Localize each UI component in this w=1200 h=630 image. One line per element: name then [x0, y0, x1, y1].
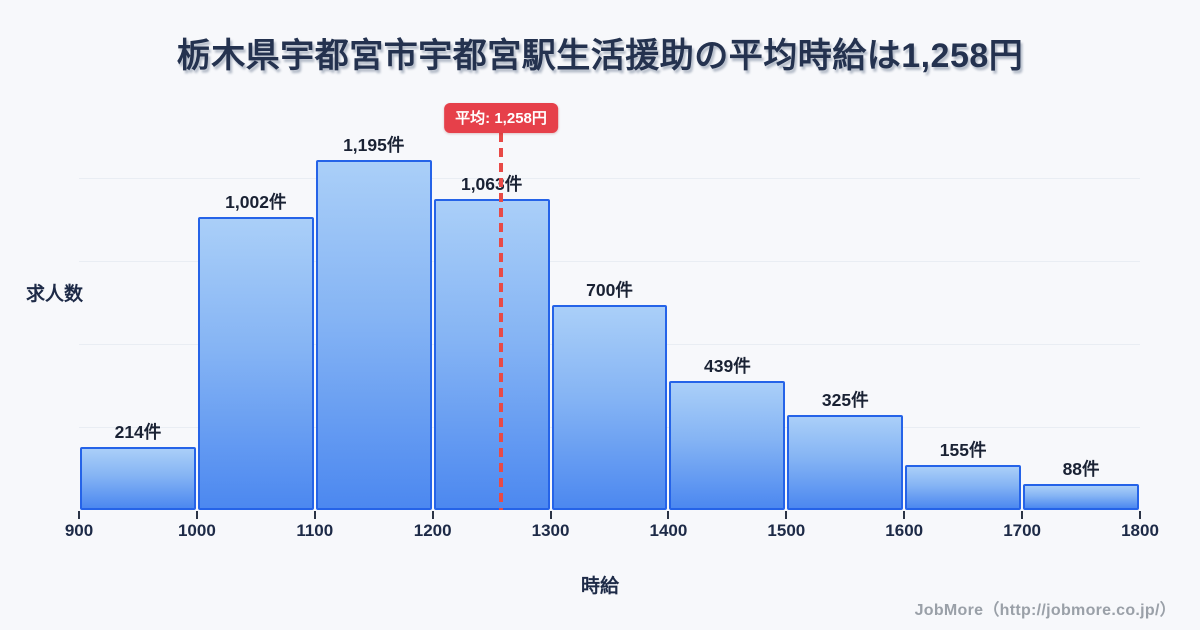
- x-axis-title: 時給: [580, 576, 619, 597]
- page-title: 栃木県宇都宮市宇都宮駅生活援助の平均時給は1,258円: [176, 37, 1024, 75]
- x-tick-label: 900: [64, 521, 94, 540]
- x-tick-label: 1500: [767, 521, 806, 540]
- bar-value-label: 214件: [114, 422, 162, 442]
- x-tick-mark: [1021, 511, 1024, 519]
- bar: [669, 381, 786, 510]
- bar: [905, 465, 1022, 510]
- bar-value-label: 1,195件: [343, 135, 405, 155]
- x-tick-mark: [78, 511, 80, 519]
- x-tick-label: 1800: [1121, 521, 1159, 540]
- x-tick-label: 1300: [531, 521, 570, 540]
- x-tick-label: 1700: [1003, 521, 1042, 540]
- x-tick-label: 1600: [885, 521, 924, 540]
- x-tick-label: 1400: [649, 521, 688, 540]
- bar: [433, 199, 550, 510]
- bar: [787, 415, 904, 510]
- bar: [551, 305, 668, 510]
- bar: [1023, 484, 1139, 510]
- y-axis-title: 求人数: [26, 284, 84, 305]
- bar: [315, 160, 432, 510]
- x-tick-mark: [313, 511, 316, 519]
- x-tick-mark: [1139, 511, 1141, 519]
- bar-value-label: 88件: [1062, 459, 1100, 479]
- bar: [80, 447, 196, 510]
- gridline: [79, 261, 1140, 262]
- x-tick-mark: [549, 511, 552, 519]
- gridline: [79, 178, 1140, 179]
- bar-value-label: 155件: [939, 440, 987, 460]
- bar-value-label: 439件: [704, 356, 751, 376]
- x-tick-mark: [667, 511, 670, 519]
- bar: [197, 217, 314, 510]
- average-line: [499, 133, 504, 510]
- x-tick-label: 1000: [177, 521, 216, 540]
- bar-value-label: 700件: [586, 280, 633, 300]
- average-badge: 平均: 1,258円: [444, 103, 558, 133]
- bar-value-label: 325件: [821, 390, 869, 410]
- x-tick-mark: [431, 511, 434, 519]
- bar-value-label: 1,063件: [460, 174, 523, 194]
- x-tick-label: 1100: [296, 521, 334, 540]
- x-tick-mark: [903, 511, 906, 519]
- bar-value-label: 1,002件: [225, 192, 287, 212]
- x-tick-mark: [195, 511, 198, 519]
- footer-credit: JobMore（http://jobmore.co.jp/）: [914, 602, 1176, 619]
- x-tick-mark: [785, 511, 788, 519]
- x-tick-label: 1200: [413, 521, 452, 540]
